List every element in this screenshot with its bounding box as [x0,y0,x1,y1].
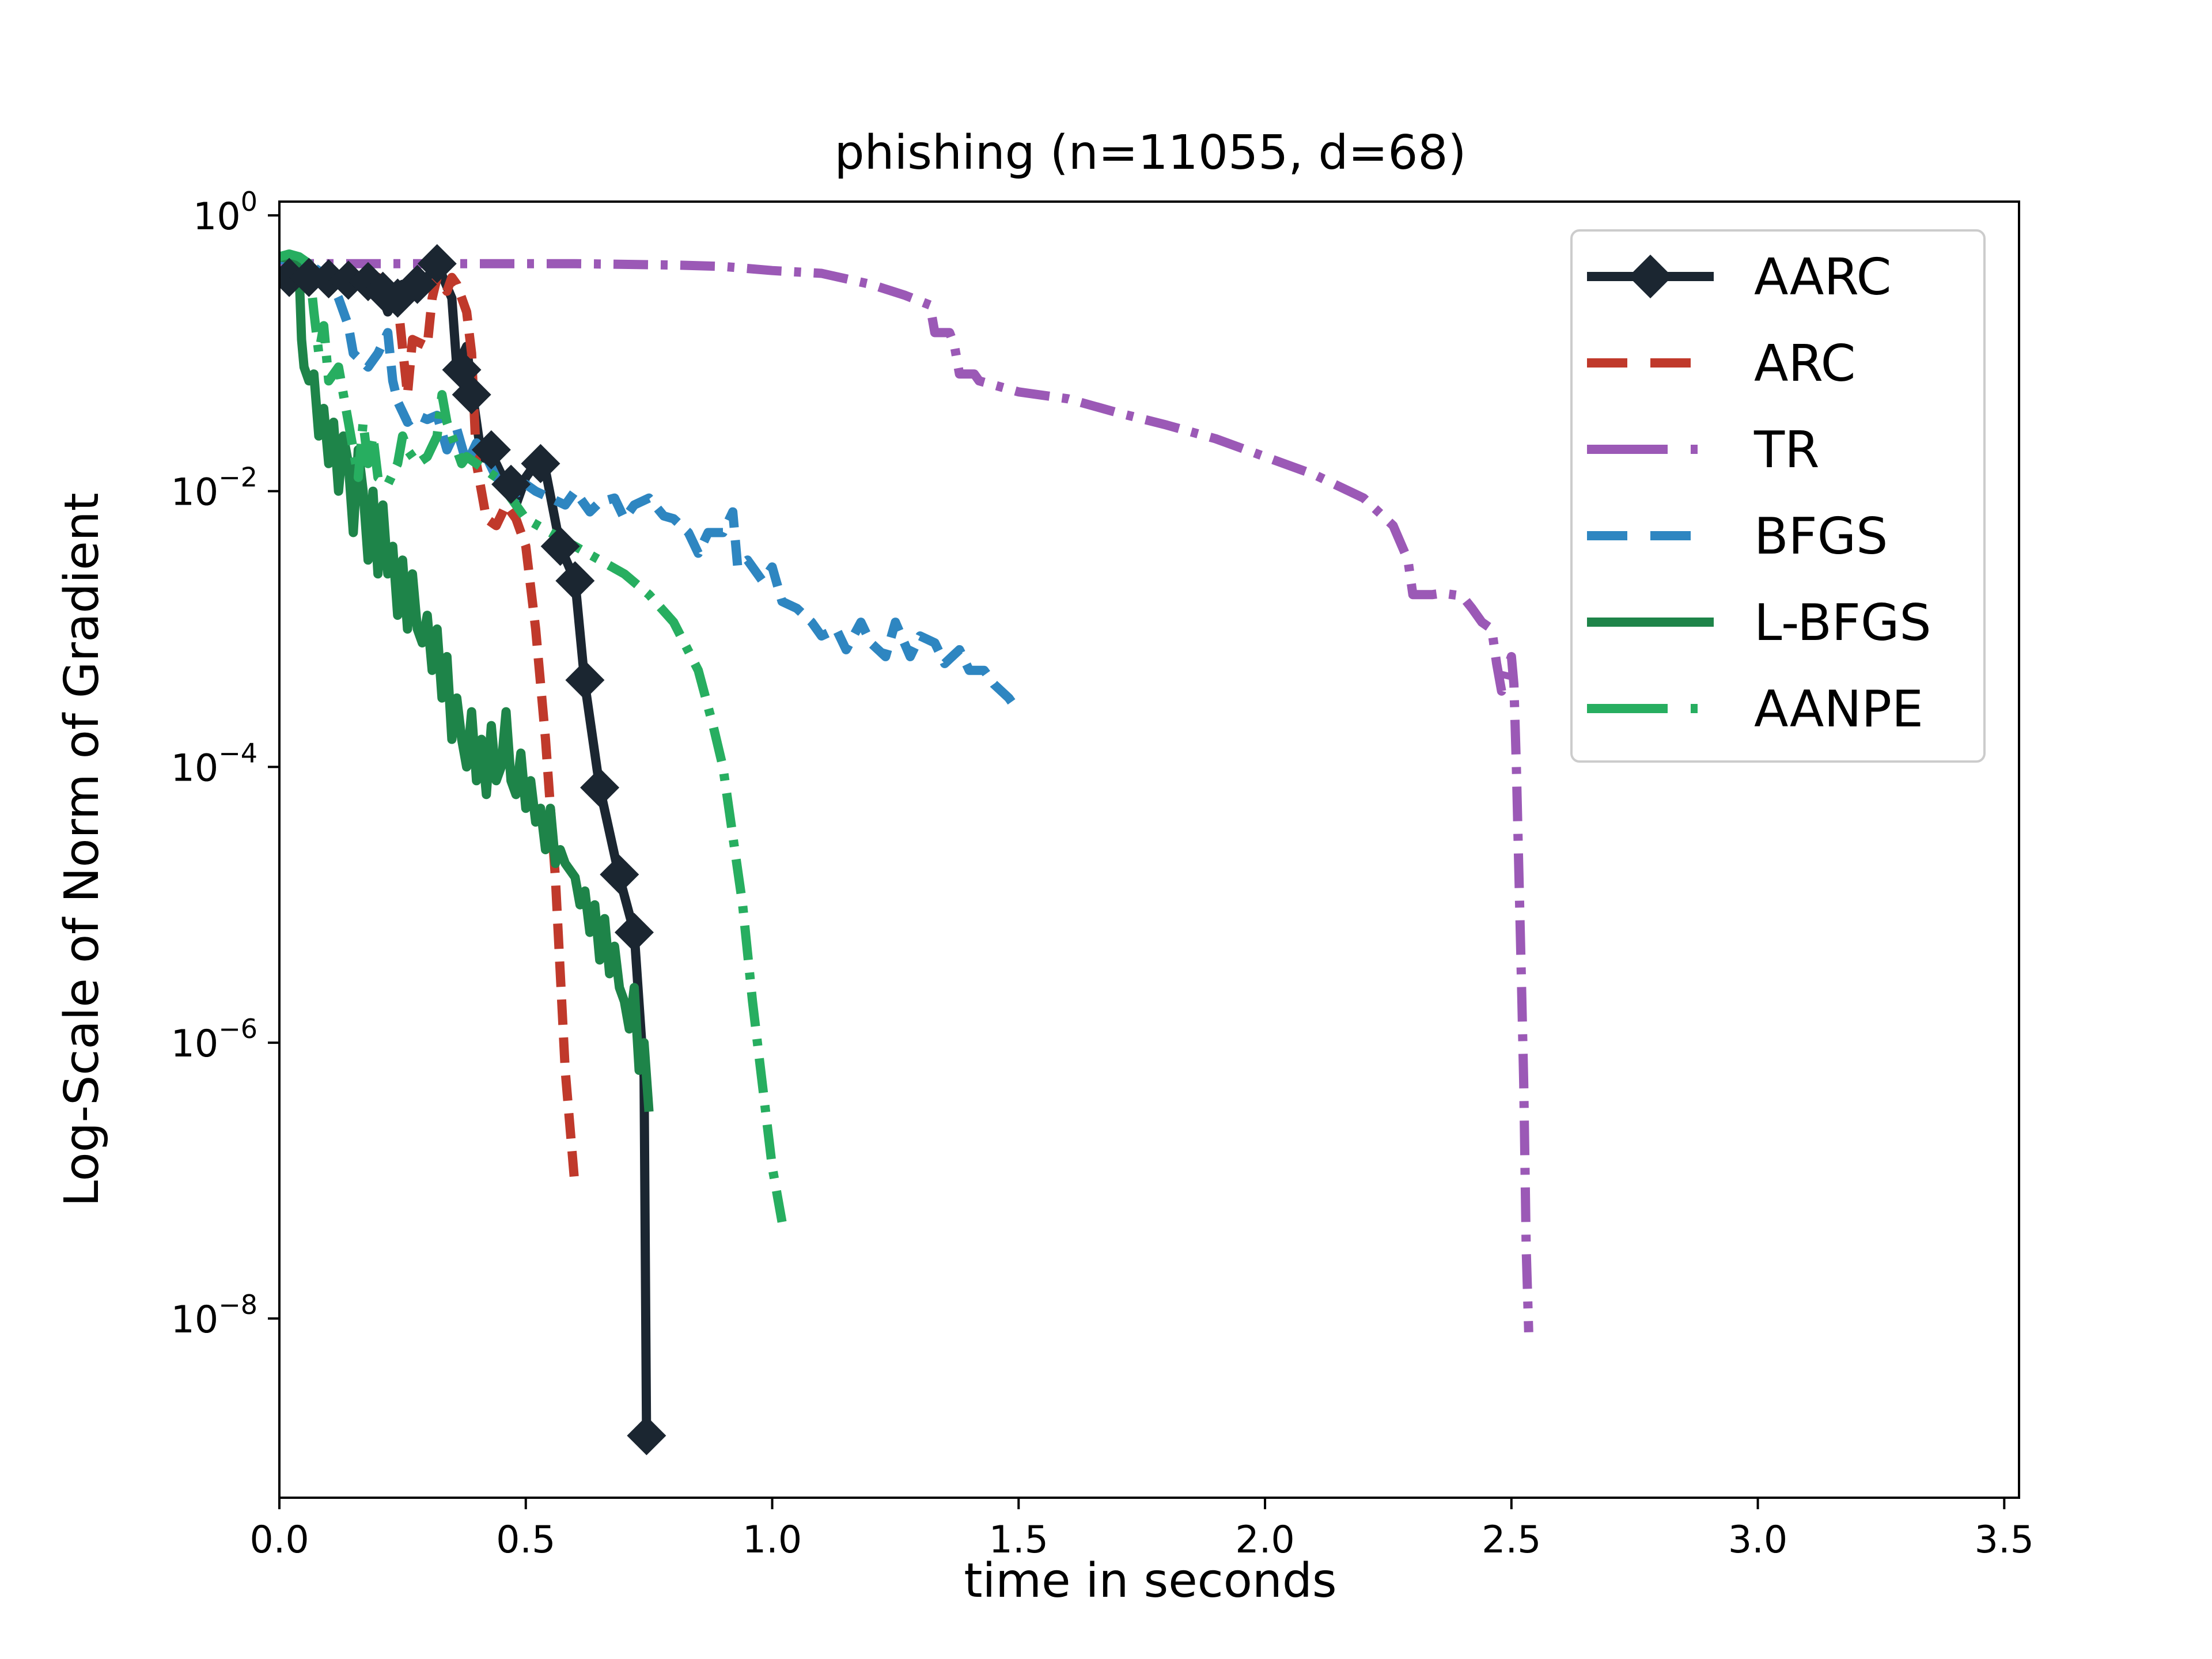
x-tick-label: 3.0 [1728,1518,1787,1562]
y-tick-base: 10 [193,195,241,238]
series-marker-aarc [417,244,457,283]
y-tick-label: 10−6 [171,1013,257,1066]
plot-frame [278,200,2020,1499]
y-tick-exponent: −6 [218,1013,257,1044]
x-tick-label: 2.0 [1235,1518,1294,1562]
legend-marker [1628,255,1672,298]
series-line-l-bfgs [279,252,654,1112]
y-tick-base: 10 [171,747,218,790]
series-marker-aarc [555,561,595,601]
x-axis-ticks: 0.0 0.5 1.0 1.5 2.0 2.5 3.0 3.5 [249,1498,2034,1562]
series-line-arc [279,268,580,1188]
x-tick-label: 0.0 [249,1518,309,1562]
series-marker-aarc [540,527,580,566]
x-tick-label: 2.5 [1482,1518,1541,1562]
series-marker-aarc [580,768,620,808]
legend-entry-aanpe: AANPE [1587,680,1923,738]
x-tick-label: 1.5 [989,1518,1048,1562]
series-marker-aarc [627,1416,666,1456]
y-tick-base: 10 [171,471,218,514]
legend-label: AARC [1754,248,1891,306]
x-tick-label: 0.5 [496,1518,555,1562]
y-tick-exponent: −2 [218,462,257,493]
chart-title: phishing (n=11055, d=68) [834,126,1466,180]
legend-entry-l-bfgs: L-BFGS [1587,593,1931,652]
marker-layer [279,244,666,1456]
legend-entry-arc: ARC [1587,334,1855,393]
series-marker-aarc [565,660,605,700]
y-tick-base: 10 [171,1022,218,1066]
x-axis-label: time in seconds [964,1554,1336,1608]
series-marker-aarc [491,464,531,504]
series-marker-aarc [452,375,491,415]
legend-label: TR [1753,421,1820,479]
series-marker-aarc [600,855,639,895]
y-tick-label: 10−2 [171,462,257,514]
series-marker-aarc [471,430,511,469]
series-line-bfgs [279,255,1022,715]
y-tick-base: 10 [171,1298,218,1342]
legend-label: L-BFGS [1754,593,1931,652]
series-marker-aarc [614,912,654,952]
y-tick-exponent: −4 [218,737,257,768]
legend-entry-aarc: AARC [1587,248,1891,306]
y-tick-label: 10−4 [171,737,257,790]
legend-label: BFGS [1754,507,1888,566]
series-marker-aarc [521,444,560,483]
legend: AARC ARC TR BFGS L-BFGS AANPE [1570,229,1986,763]
y-tick-label: 100 [193,186,257,238]
y-tick-label: 10−8 [171,1289,257,1342]
x-tick-label: 1.0 [743,1518,802,1562]
x-tick-label: 3.5 [1975,1518,2034,1562]
legend-entry-bfgs: BFGS [1587,507,1888,566]
y-tick-exponent: −8 [218,1289,257,1320]
y-axis-label: Log-Scale of Norm of Gradient [55,493,109,1207]
legend-entry-tr: TR [1587,421,1820,479]
series-line-aanpe [279,249,787,1223]
legend-label: AANPE [1754,680,1923,738]
legend-label: ARC [1754,334,1855,393]
series-marker-aarc [397,264,437,304]
y-tick-exponent: 0 [241,186,257,217]
